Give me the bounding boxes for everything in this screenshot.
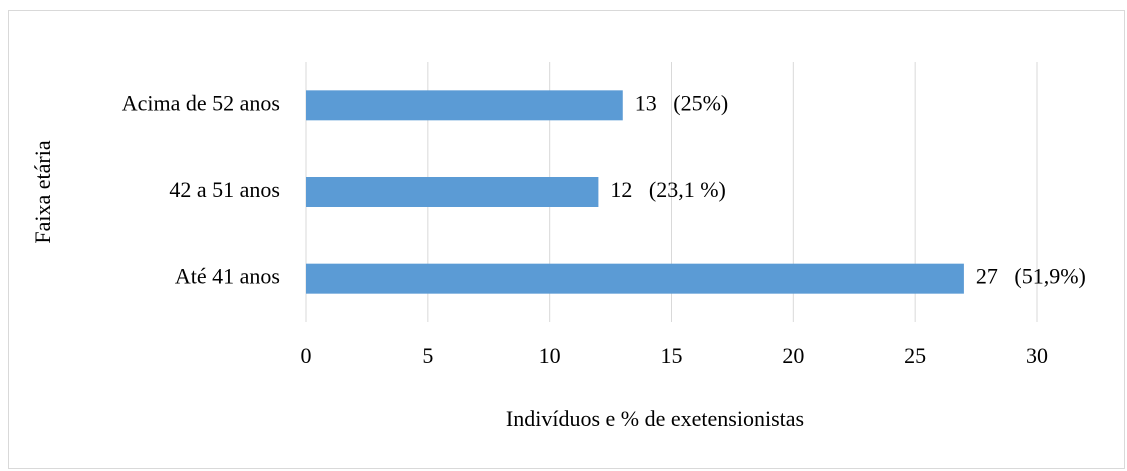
x-axis-title: Indivíduos e % de exetensionistas <box>506 406 804 431</box>
bar <box>306 90 623 121</box>
y-tick-label: 42 a 51 anos <box>169 177 280 202</box>
x-tick-label: 25 <box>904 343 926 368</box>
y-axis-title: Faixa etária <box>30 140 55 243</box>
y-tick-label: Acima de 52 anos <box>122 90 280 115</box>
chart-frame <box>8 10 1125 469</box>
bar <box>306 263 964 294</box>
data-label: 13 (25%) <box>635 90 728 115</box>
y-tick-label: Até 41 anos <box>175 264 280 289</box>
x-tick-label: 20 <box>782 343 804 368</box>
x-tick-label: 15 <box>661 343 683 368</box>
data-label: 27 (51,9%) <box>976 264 1086 289</box>
x-tick-label: 0 <box>301 343 312 368</box>
x-tick-label: 30 <box>1026 343 1048 368</box>
bar <box>306 177 599 207</box>
x-tick-label: 5 <box>422 343 433 368</box>
data-label: 12 (23,1 %) <box>610 177 725 202</box>
x-tick-label: 10 <box>539 343 561 368</box>
